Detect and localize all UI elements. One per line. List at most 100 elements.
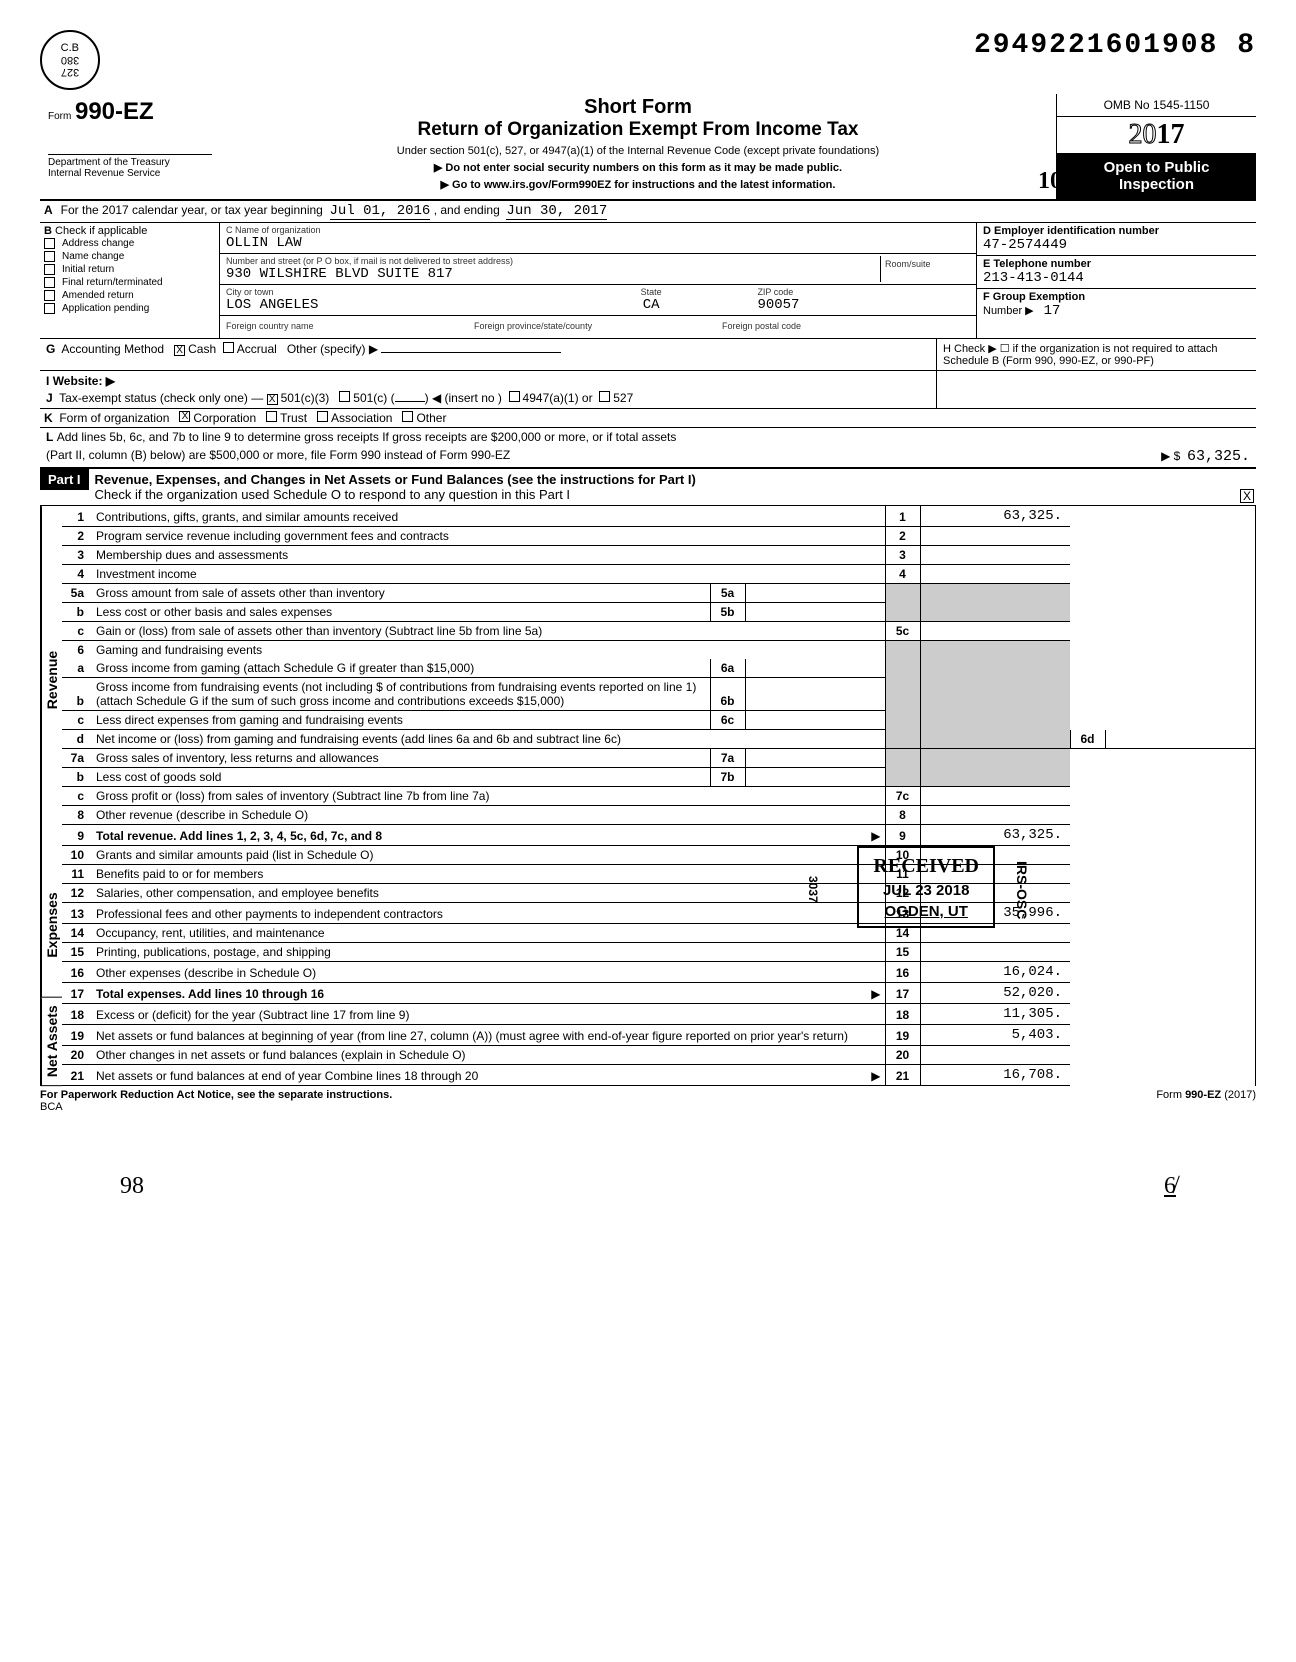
label-a: A xyxy=(44,203,53,220)
chk-amended-return[interactable] xyxy=(44,290,55,301)
title-5: ▶ Go to www.irs.gov/Form990EZ for instru… xyxy=(441,179,836,191)
line-7c: cGross profit or (loss) from sales of in… xyxy=(62,787,1255,806)
chk-other-org[interactable] xyxy=(402,411,413,422)
chk-527[interactable] xyxy=(599,391,610,402)
b-item-4: Amended return xyxy=(62,290,134,301)
line-4: 4Investment income4 xyxy=(62,565,1255,584)
line-8: 8Other revenue (describe in Schedule O)8 xyxy=(62,806,1255,825)
part1-subtitle: Check if the organization used Schedule … xyxy=(95,487,571,502)
stamp-n2: 380 xyxy=(61,54,79,66)
d-label: D Employer identification number xyxy=(983,225,1250,237)
title-3: Under section 501(c), 527, or 4947(a)(1)… xyxy=(222,145,1054,157)
j-501c-b: ) ◀ (insert no ) xyxy=(425,391,502,405)
c-state-label: State xyxy=(641,287,662,297)
stamp-received: RECEIVED xyxy=(873,852,979,880)
b-item-3: Final return/terminated xyxy=(62,277,163,288)
handwriting-right: 6̸ xyxy=(1164,1173,1176,1200)
chk-final-return[interactable] xyxy=(44,277,55,288)
received-stamp: RECEIVED JUL 23 2018 OGDEN, UT xyxy=(857,846,995,928)
row-l-2: (Part II, column (B) below) are $500,000… xyxy=(40,446,1256,468)
period-begin: Jul 01, 2016 xyxy=(330,203,431,220)
l-text1: Add lines 5b, 6c, and 7b to line 9 to de… xyxy=(57,430,677,444)
f-label2: Number ▶ xyxy=(983,305,1034,317)
section-bcdef: B Check if applicable Address change Nam… xyxy=(40,223,1256,339)
l-arrow: ▶ $ xyxy=(1161,449,1180,463)
part1-header-row: Part I Revenue, Expenses, and Changes in… xyxy=(40,468,1256,506)
k-assoc: Association xyxy=(331,411,392,425)
part1-schedule-o-check[interactable]: X xyxy=(1240,489,1254,503)
form-number: 990-EZ xyxy=(75,98,154,125)
line-12: 12Salaries, other compensation, and empl… xyxy=(62,884,1255,903)
omb-cell: OMB No 1545-1150 2017 Open to Public Ins… xyxy=(1056,94,1256,199)
c-zip-label: ZIP code xyxy=(757,287,970,297)
handwritten-note: 109 xyxy=(1038,168,1074,195)
title-1: Short Form xyxy=(222,96,1054,119)
chk-address-change[interactable] xyxy=(44,238,55,249)
line-11: 11Benefits paid to or for members11 xyxy=(62,865,1255,884)
chk-trust[interactable] xyxy=(266,411,277,422)
row-k: K Form of organization XCorporation Trus… xyxy=(40,409,1256,428)
sidelabel-revenue: Revenue xyxy=(41,506,62,853)
line-18: 18Excess or (deficit) for the year (Subt… xyxy=(62,1004,1255,1025)
stamp-location: OGDEN, UT xyxy=(873,901,979,922)
inspection: Inspection xyxy=(1063,176,1250,193)
c-fc-label: Foreign country name xyxy=(226,321,314,331)
org-city: LOS ANGELES xyxy=(226,297,545,313)
line-9: 9Total revenue. Add lines 1, 2, 3, 4, 5c… xyxy=(62,825,1255,846)
chk-corporation[interactable]: X xyxy=(179,411,190,422)
line-6d: dNet income or (loss) from gaming and fu… xyxy=(62,730,1255,749)
footer-right: Form 990-EZ (2017) xyxy=(1156,1089,1256,1113)
c-city-label: City or town xyxy=(226,287,545,297)
l17-arrow: ▶ xyxy=(871,987,880,1001)
chk-initial-return[interactable] xyxy=(44,264,55,275)
chk-501c3[interactable]: X xyxy=(267,394,278,405)
b-item-1: Name change xyxy=(62,251,124,262)
org-state: CA xyxy=(643,297,660,313)
row-h-cont xyxy=(936,371,1256,408)
stamp-n1: 327 xyxy=(61,66,79,78)
row-gh: G Accounting Method XCash Accrual Other … xyxy=(40,339,1256,371)
telephone: 213-413-0144 xyxy=(983,270,1250,286)
k-corp: Corporation xyxy=(193,411,256,425)
label-g: G xyxy=(46,342,55,356)
line-13: 13Professional fees and other payments t… xyxy=(62,903,1255,924)
k-text: Form of organization xyxy=(59,411,169,425)
gross-receipts: 63,325. xyxy=(1187,448,1250,465)
chk-accrual[interactable] xyxy=(223,342,234,353)
ein: 47-2574449 xyxy=(983,237,1250,253)
form-number-cell: Form 990-EZ Department of the Treasury I… xyxy=(40,94,220,199)
k-trust: Trust xyxy=(280,411,307,425)
sidelabel-netassets: Net Assets xyxy=(41,998,62,1086)
line-6a: aGross income from gaming (attach Schedu… xyxy=(62,659,1255,678)
label-j: J xyxy=(46,391,53,405)
g-text: Accounting Method xyxy=(61,342,164,356)
line-5a: 5aGross amount from sale of assets other… xyxy=(62,584,1255,603)
line-16: 16Other expenses (describe in Schedule O… xyxy=(62,962,1255,983)
row-l-1: L Add lines 5b, 6c, and 7b to line 9 to … xyxy=(40,428,1256,446)
l21-desc: Net assets or fund balances at end of ye… xyxy=(96,1069,478,1083)
j-527: 527 xyxy=(613,391,633,405)
org-address: 930 WILSHIRE BLVD SUITE 817 xyxy=(226,266,880,282)
line-10: 10Grants and similar amounts paid (list … xyxy=(62,846,1255,865)
chk-association[interactable] xyxy=(317,411,328,422)
sidelabel-expenses: Expenses xyxy=(41,853,62,998)
l9-desc: Total revenue. Add lines 1, 2, 3, 4, 5c,… xyxy=(96,829,382,843)
label-l: L xyxy=(46,430,53,444)
chk-name-change[interactable] xyxy=(44,251,55,262)
stamp-irs-osc: IRS-OSC xyxy=(1014,861,1030,919)
chk-cash[interactable]: X xyxy=(174,345,185,356)
k-other: Other xyxy=(416,411,446,425)
line-5c: cGain or (loss) from sale of assets othe… xyxy=(62,622,1255,641)
top-bar: 327 380 C.B 2949221601908 8 xyxy=(40,30,1256,90)
line-6c: cLess direct expenses from gaming and fu… xyxy=(62,711,1255,730)
l9-arrow: ▶ xyxy=(871,829,880,843)
c-fp-label: Foreign province/state/county xyxy=(474,321,592,331)
footer-left: For Paperwork Reduction Act Notice, see … xyxy=(40,1089,392,1101)
row-a-text2: , and ending xyxy=(434,203,500,220)
chk-application-pending[interactable] xyxy=(44,303,55,314)
line-1: 1Contributions, gifts, grants, and simil… xyxy=(62,506,1255,527)
f-label: F Group Exemption xyxy=(983,291,1250,303)
chk-501c[interactable] xyxy=(339,391,350,402)
chk-4947[interactable] xyxy=(509,391,520,402)
j-501c3: 501(c)(3) xyxy=(281,391,330,405)
